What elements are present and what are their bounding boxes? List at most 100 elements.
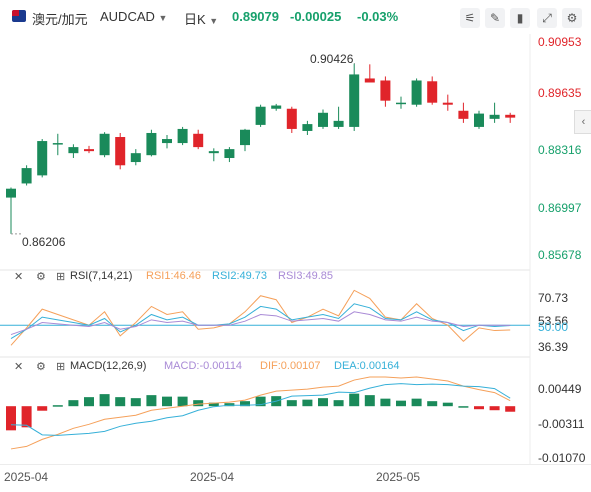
macd-bar: [6, 406, 16, 431]
macd-bar: [37, 406, 48, 411]
macd-bar: [271, 396, 282, 407]
macd-bar: [162, 396, 172, 407]
candle: [411, 78, 422, 107]
macd-value: MACD:-0.00114: [164, 360, 243, 372]
rsi2-value: RSI2:49.73: [212, 270, 268, 282]
candle: [146, 129, 157, 157]
rsi-tick-4: 36.39: [538, 340, 569, 354]
candle-body: [99, 133, 110, 156]
symbol-dropdown-icon[interactable]: ▼: [158, 13, 168, 23]
candle-body: [130, 153, 141, 163]
candle-body: [37, 141, 48, 176]
candle-body: [255, 106, 266, 125]
rsi3-value: RSI3:49.85: [278, 270, 334, 282]
rsi-tick-1: 70.73: [538, 291, 569, 305]
period-dropdown-icon[interactable]: ▼: [209, 16, 219, 26]
candle: [396, 96, 406, 109]
dif-value: DIF:0.00107: [260, 360, 321, 372]
fullscreen-icon[interactable]: ⤢: [537, 8, 557, 28]
indicator-icon[interactable]: ⚟: [460, 8, 480, 28]
macd-bar: [130, 398, 141, 407]
candle-body: [380, 80, 391, 101]
candle: [68, 144, 79, 159]
macd-bar: [302, 399, 313, 407]
macd-bar: [52, 405, 63, 407]
rsi-settings-icon[interactable]: ⚙: [36, 271, 46, 283]
macd-bar: [208, 402, 219, 407]
candle: [364, 64, 375, 83]
macd-bar: [442, 402, 453, 407]
macd-bar: [68, 400, 79, 407]
symbol-name-cn[interactable]: 澳元/加元: [32, 12, 88, 27]
candle: [240, 128, 250, 152]
candle: [349, 63, 360, 131]
candle-body: [427, 81, 438, 103]
candle: [302, 120, 313, 135]
candle-body: [52, 143, 63, 145]
macd-settings-icon[interactable]: ⚙: [36, 361, 46, 373]
candle-body: [6, 188, 16, 198]
candle-body: [68, 147, 79, 154]
candle-body: [318, 112, 328, 127]
candle: [474, 110, 484, 129]
candle: [286, 106, 297, 133]
macd-bar: [364, 395, 375, 407]
price-tick-5: 0.85678: [538, 248, 582, 262]
candle-body: [489, 114, 500, 119]
macd-bar: [146, 395, 157, 407]
macd-toggle-icon[interactable]: ⊞: [56, 361, 66, 373]
candle-style-icon[interactable]: ▮: [510, 8, 530, 28]
candle-body: [146, 132, 157, 156]
candle-body: [442, 102, 453, 105]
close-macd-icon[interactable]: ✕: [14, 361, 24, 373]
rsi-toggle-icon[interactable]: ⊞: [56, 271, 66, 283]
aud-cad-flag-icon: [12, 10, 26, 22]
candle-body: [162, 139, 172, 144]
period-selector[interactable]: 日K ▼: [184, 12, 219, 27]
candle: [318, 109, 328, 129]
symbol-code[interactable]: AUDCAD ▼: [100, 9, 168, 24]
candle-body: [505, 114, 516, 118]
period-high-label: 0.90426: [310, 52, 354, 66]
candle-body: [458, 110, 469, 119]
candle: [193, 129, 204, 150]
macd-bar: [115, 397, 126, 407]
rsi-title: RSI(7,14,21): [70, 270, 133, 282]
period-low-label: 0.86206: [22, 235, 66, 249]
close-rsi-icon[interactable]: ✕: [14, 271, 24, 283]
dea-line: [10, 383, 511, 436]
macd-bar: [380, 398, 391, 407]
candle-body: [396, 102, 406, 105]
settings-icon[interactable]: ⚙: [562, 8, 582, 28]
candle: [99, 132, 110, 158]
macd-bar: [489, 406, 500, 411]
candle: [115, 132, 126, 170]
candle: [255, 104, 266, 127]
candle-body: [474, 113, 484, 127]
candle: [427, 76, 438, 105]
candle: [442, 94, 453, 111]
macd-bar: [458, 406, 469, 408]
collapse-panel-icon[interactable]: ‹: [574, 110, 591, 134]
candle: [489, 102, 500, 123]
rsi3-line: [10, 311, 511, 336]
draw-icon[interactable]: ✎: [485, 8, 505, 28]
candle-body: [333, 120, 344, 127]
macd-bar: [396, 400, 406, 407]
macd-bar: [240, 401, 250, 407]
candles-layer: [6, 63, 516, 235]
candle-body: [349, 74, 360, 127]
price-tick-4: 0.86997: [538, 201, 582, 215]
candle: [333, 106, 344, 129]
macd-bar: [474, 406, 484, 410]
macd-bar: [99, 394, 110, 407]
candle-body: [411, 80, 422, 105]
price-tick-2: 0.89635: [538, 86, 582, 100]
candle-body: [193, 133, 204, 148]
macd-tick-1: 0.00449: [538, 382, 582, 396]
macd-bar: [84, 397, 94, 407]
time-axis: 2025-04 2025-04 2025-05: [0, 464, 591, 492]
macd-bar: [286, 400, 297, 407]
price-change-percent: -0.03%: [357, 9, 399, 24]
